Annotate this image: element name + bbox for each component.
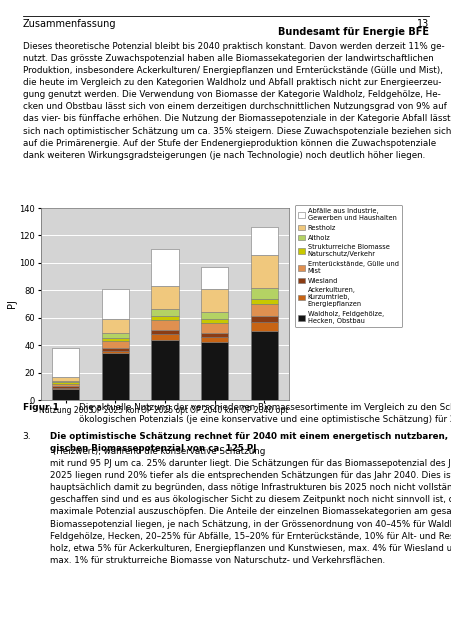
Text: 13: 13 [416,19,428,29]
Bar [250,298,277,304]
Bar [151,330,178,334]
Text: (Heizwert), während die konservative Schätzung
mit rund 95 PJ um ca. 25% darunte: (Heizwert), während die konservative Sch… [50,447,451,565]
Text: Figur 1: Figur 1 [23,403,59,412]
Bar [151,249,178,286]
Bar [151,316,178,321]
Bar [52,377,79,381]
Text: Die optimistische Schätzung rechnet für 2040 mit einem energetisch nutzbaren, ök: Die optimistische Schätzung rechnet für … [50,432,451,453]
Bar [250,316,277,322]
Bar [101,353,129,400]
Text: Die aktuelle Nutzung der verschiedenen Biomassesortimente im Vergleich zu den Sc: Die aktuelle Nutzung der verschiedenen B… [79,403,451,424]
Bar [201,323,228,333]
Bar [151,340,178,400]
Bar [151,321,178,330]
Bar [101,341,129,348]
Bar [250,332,277,400]
Bar [52,387,79,388]
Text: Dieses theoretische Potenzial bleibt bis 2040 praktisch konstant. Davon werden d: Dieses theoretische Potenzial bleibt bis… [23,42,450,160]
Bar [52,389,79,400]
Bar [151,310,178,316]
Y-axis label: PJ: PJ [7,300,17,308]
Text: 3.: 3. [23,432,31,441]
Bar [52,381,79,382]
Bar [250,304,277,316]
Bar [101,351,129,353]
Text: Bundesamt für Energie BFE: Bundesamt für Energie BFE [278,27,428,37]
Bar [101,289,129,319]
Bar [201,267,228,289]
Bar [201,289,228,312]
Bar [101,333,129,339]
Bar [52,382,79,383]
Bar [151,286,178,310]
Bar [250,322,277,332]
Bar [250,227,277,255]
Bar [201,337,228,342]
Bar [250,287,277,298]
Bar [201,333,228,337]
Text: Zusammenfassung: Zusammenfassung [23,19,116,29]
Bar [151,334,178,340]
Bar [52,383,79,387]
Bar [101,348,129,351]
Legend: Abfälle aus Industrie,
Gewerben und Haushalten, Restholz, Altholz, Strukturreich: Abfälle aus Industrie, Gewerben und Haus… [294,205,401,328]
Bar [201,312,228,319]
Bar [101,339,129,341]
Bar [52,388,79,389]
Bar [101,319,129,333]
Bar [201,319,228,323]
Bar [250,255,277,287]
Bar [52,348,79,377]
Bar [201,342,228,400]
